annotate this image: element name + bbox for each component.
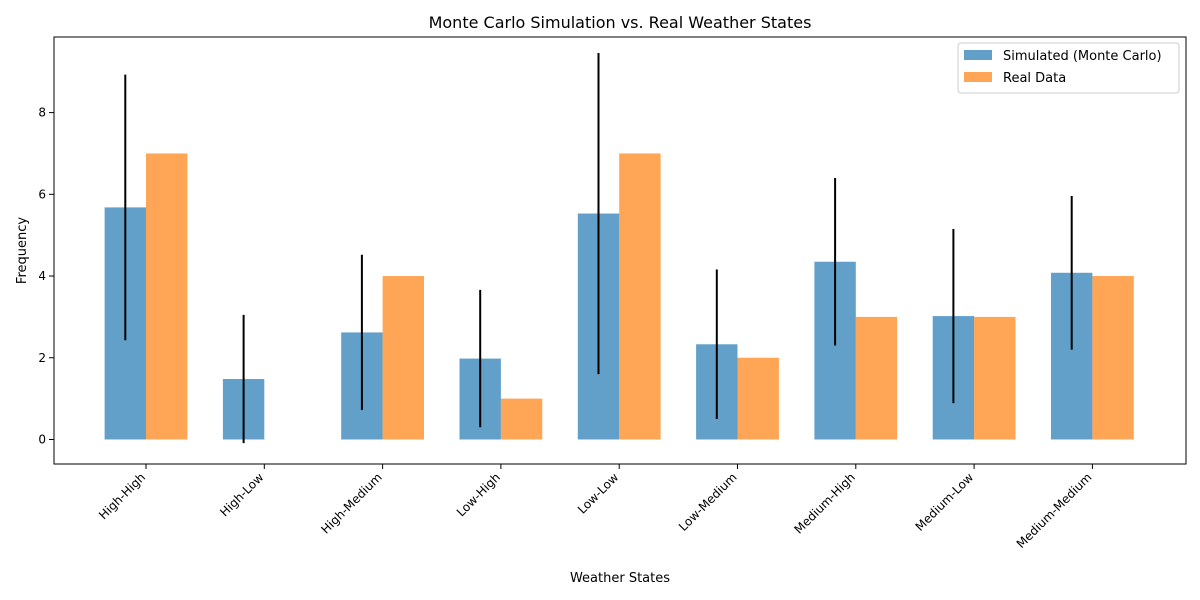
y-tick-label: 6 (38, 187, 46, 201)
bar-real-low-low (619, 153, 661, 440)
y-axis-label: Frequency (15, 217, 30, 284)
legend-swatch (964, 72, 992, 82)
legend-label: Simulated (Monte Carlo) (1003, 49, 1162, 64)
bar-real-medium-high (855, 316, 898, 440)
y-tick-label: 0 (38, 432, 46, 446)
bar-real-low-medium (737, 357, 779, 440)
y-tick-label: 4 (38, 269, 46, 283)
legend: Simulated (Monte Carlo) Real Data (957, 42, 1180, 94)
legend-label: Real Data (1003, 71, 1066, 86)
bar-real-medium-medium (1092, 276, 1134, 440)
y-ticks: 0 2 4 6 8 (38, 106, 54, 446)
legend-swatch (964, 50, 992, 60)
axes-frame (53, 36, 1187, 465)
y-tick-label: 8 (38, 106, 46, 120)
bar-real-low-high (500, 398, 543, 440)
bar-real-medium-low (974, 316, 1016, 440)
bars (104, 153, 1134, 440)
error-bars (124, 52, 1073, 444)
bar-real-high-high (146, 153, 188, 440)
bar-real-high-medium (382, 276, 424, 440)
legend-box (957, 42, 1180, 94)
chart-title: Monte Carlo Simulation vs. Real Weather … (429, 13, 812, 32)
x-axis-label: Weather States (570, 571, 670, 586)
y-tick-label: 2 (38, 351, 46, 365)
